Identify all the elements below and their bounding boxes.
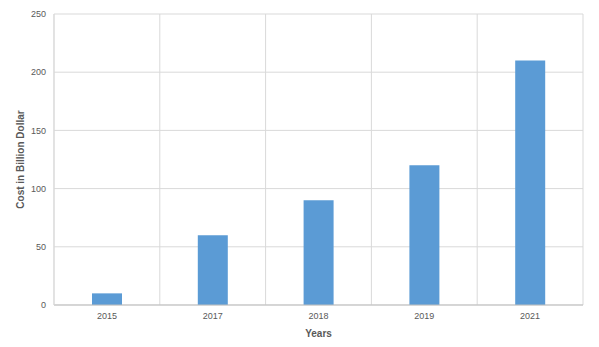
- svg-text:2021: 2021: [520, 311, 540, 321]
- svg-text:2017: 2017: [203, 311, 223, 321]
- svg-text:200: 200: [31, 67, 46, 77]
- svg-text:50: 50: [36, 242, 46, 252]
- svg-text:2018: 2018: [308, 311, 328, 321]
- svg-text:2019: 2019: [414, 311, 434, 321]
- svg-text:0: 0: [41, 300, 46, 310]
- svg-text:Cost in Billion Dollar: Cost in Billion Dollar: [15, 110, 26, 208]
- svg-text:Years: Years: [305, 328, 332, 339]
- svg-text:250: 250: [31, 9, 46, 19]
- svg-text:2015: 2015: [97, 311, 117, 321]
- svg-text:150: 150: [31, 126, 46, 136]
- svg-text:100: 100: [31, 184, 46, 194]
